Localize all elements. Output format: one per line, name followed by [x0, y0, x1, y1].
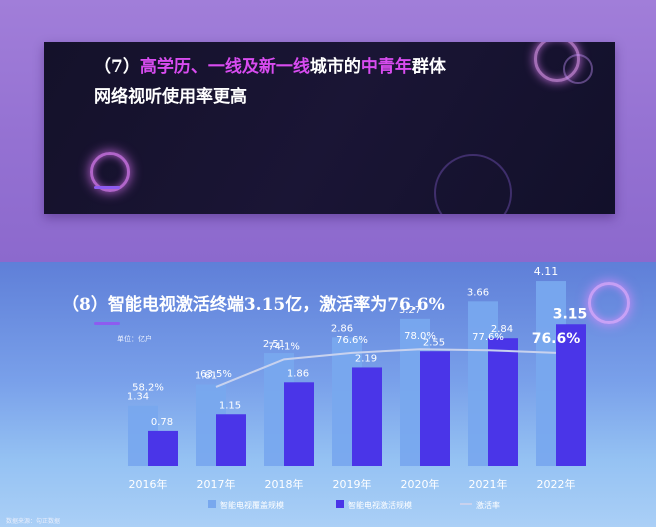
- data-label-active: 2.19: [355, 353, 377, 364]
- x-tick-label: 2020年: [401, 477, 440, 491]
- headline-line2: 网络视听使用率更高: [94, 87, 247, 107]
- bar-active: [284, 382, 314, 466]
- data-label-active: 1.15: [219, 400, 241, 411]
- chart-title: （8）智能电视激活终端3.15亿，激活率为76.6%: [62, 295, 445, 315]
- rate-label: 74.1%: [268, 341, 300, 352]
- bar-active: [420, 351, 450, 466]
- headline-highlight-2: 中青年: [360, 57, 412, 77]
- data-label-active: 2.84: [491, 324, 513, 335]
- rate-label: 58.2%: [132, 383, 164, 394]
- x-tick-label: 2016年: [129, 477, 168, 491]
- bar-active: [352, 367, 382, 466]
- bar-active: [556, 324, 586, 466]
- data-label-active: 3.15: [553, 306, 588, 322]
- headline-highlight-1: 高学历、一线及新一线: [139, 57, 310, 77]
- glow-ring-decoration: [588, 282, 630, 324]
- headline-text-2: 群体: [411, 57, 446, 77]
- bar-active: [488, 338, 518, 466]
- data-label-active: 2.55: [423, 337, 445, 348]
- headline-text-1: 城市的: [309, 57, 361, 77]
- data-label-active: 1.86: [287, 368, 309, 379]
- ring-decoration: [563, 54, 593, 84]
- unit-label: 单位：亿户: [117, 335, 152, 343]
- legend-label-rate: 激活率: [476, 500, 500, 510]
- x-tick-label: 2022年: [537, 477, 576, 491]
- data-label-active: 0.78: [151, 417, 173, 428]
- data-label-coverage: 2.86: [331, 323, 353, 334]
- data-label-coverage: 4.11: [534, 265, 559, 278]
- rate-label: 77.6%: [472, 332, 504, 343]
- bar-line-chart: 1.34 0.78 2016年 1.81 1.15 2017年 2.51 1.86 2018年 2…: [127, 265, 588, 510]
- glow-ring-decoration: [90, 152, 130, 192]
- x-tick-label: 2019年: [333, 477, 372, 491]
- rate-line: [215, 348, 557, 388]
- data-source: 数据来源：勾正数据: [6, 518, 61, 525]
- rate-label: 63.5%: [200, 369, 232, 380]
- legend-label-active: 智能电视激活规模: [348, 500, 412, 510]
- x-tick-label: 2021年: [469, 477, 508, 491]
- section7-headline: （7）高学历、一线及新一线城市的中青年群体 网络视听使用率更高: [94, 52, 534, 112]
- headline-card: [44, 42, 615, 214]
- rate-label: 78.0%: [404, 331, 436, 342]
- data-label-coverage: 1.81: [195, 371, 217, 382]
- data-label-coverage: 1.34: [127, 392, 149, 403]
- x-tick-label: 2018年: [265, 477, 304, 491]
- accent-underline: [94, 186, 120, 189]
- x-tick-label: 2017年: [197, 477, 236, 491]
- bar-active: [216, 414, 246, 466]
- data-label-coverage: 2.51: [263, 339, 285, 350]
- headline-number: （7）: [94, 57, 140, 77]
- bar-active: [148, 430, 178, 466]
- accent-underline: [94, 322, 120, 325]
- rate-label: 76.6%: [532, 331, 581, 347]
- data-label-coverage: 3.66: [467, 287, 489, 298]
- legend-label-coverage: 智能电视覆盖规模: [220, 500, 284, 510]
- legend-swatch-coverage: [208, 500, 216, 508]
- ring-decoration: [434, 154, 512, 214]
- legend-swatch-active: [336, 500, 344, 508]
- rate-label: 76.6%: [336, 335, 368, 346]
- data-label-coverage: 3.27: [399, 305, 421, 316]
